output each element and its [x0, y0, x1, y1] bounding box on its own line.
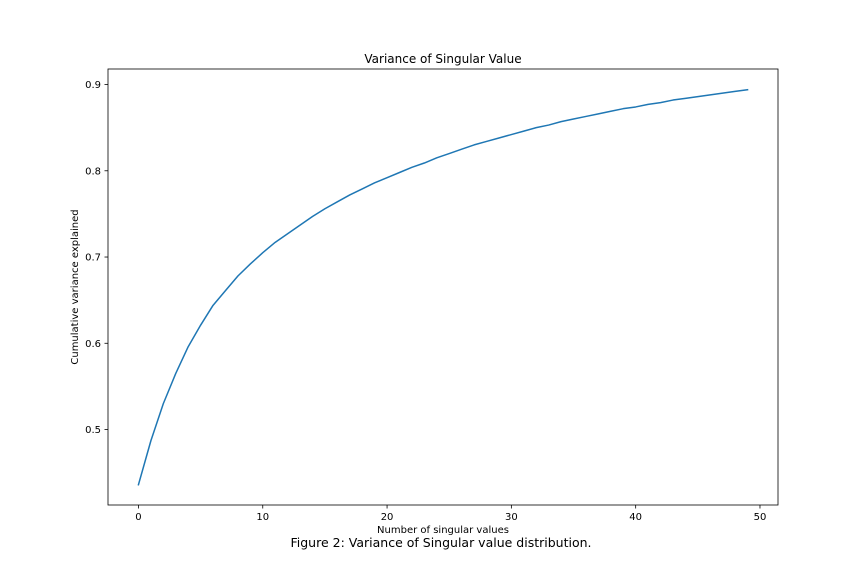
- y-axis-label: Cumulative variance explained: [70, 209, 81, 364]
- figure-caption: Figure 2: Variance of Singular value dis…: [290, 535, 592, 550]
- x-tick-label: 10: [256, 512, 269, 523]
- x-tick-label: 20: [381, 512, 394, 523]
- x-tick-label: 40: [629, 512, 642, 523]
- x-axis-ticks: 0 10 20 30 40 50: [135, 505, 766, 523]
- x-tick-label: 0: [135, 512, 141, 523]
- x-axis-label: Number of singular values: [377, 525, 509, 536]
- y-axis-ticks: 0.5 0.6 0.7 0.8 0.9: [85, 80, 108, 436]
- plot-area-frame: [107, 68, 779, 506]
- y-tick-label: 0.5: [85, 425, 101, 436]
- series-layer: [137, 88, 749, 486]
- chart-title: Variance of Singular Value: [364, 52, 521, 66]
- x-tick-label: 50: [754, 512, 767, 523]
- x-tick-label: 30: [505, 512, 518, 523]
- y-tick-label: 0.6: [85, 339, 101, 350]
- y-tick-label: 0.9: [85, 80, 101, 91]
- y-tick-label: 0.7: [85, 253, 101, 264]
- y-tick-label: 0.8: [85, 166, 101, 177]
- cumulative-variance-line: [137, 88, 749, 486]
